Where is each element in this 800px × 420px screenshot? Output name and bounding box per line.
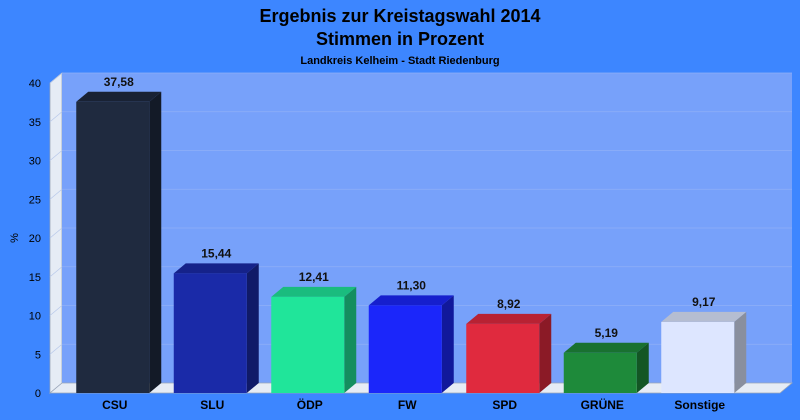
bar xyxy=(76,101,150,393)
grid-line-wall xyxy=(49,305,63,316)
bar-top xyxy=(368,295,454,306)
bar xyxy=(271,296,345,393)
y-tick-label: 20 xyxy=(29,233,41,245)
grid-line-wall xyxy=(49,111,63,123)
bar-value-label: 37,58 xyxy=(104,75,134,89)
x-tick-label: CSU xyxy=(102,398,127,412)
grid-line-wall xyxy=(49,72,63,84)
bar xyxy=(368,305,442,393)
x-tick-label: FW xyxy=(398,398,417,412)
x-tick-label: GRÜNE xyxy=(581,397,624,412)
grid-line-wall xyxy=(49,150,63,161)
bar xyxy=(661,321,735,393)
y-tick-label: 15 xyxy=(29,272,41,284)
bar-group: 12,41 ÖDP xyxy=(271,270,357,412)
y-tick-label: 35 xyxy=(29,117,41,129)
bar-group: 15,44 SLU xyxy=(173,246,259,412)
y-tick-label: 10 xyxy=(29,311,41,323)
bar-side xyxy=(441,295,454,393)
bar-value-label: 15,44 xyxy=(201,246,231,260)
bar-top xyxy=(661,311,747,322)
bar xyxy=(173,273,247,393)
bar-side xyxy=(636,342,649,393)
bar xyxy=(466,323,540,393)
bar-group: 11,30 FW xyxy=(368,278,454,412)
x-tick-label: SLU xyxy=(200,398,224,412)
y-tick-label: 0 xyxy=(35,388,41,400)
bar-value-label: 5,19 xyxy=(595,326,619,340)
chart-subtitle: Landkreis Kelheim - Stadt Riedenburg xyxy=(300,55,499,67)
bar-value-label: 8,92 xyxy=(497,297,521,311)
y-tick-label: 25 xyxy=(29,194,41,206)
y-tick-label: 5 xyxy=(35,349,41,361)
grid-line-wall xyxy=(49,227,63,239)
bar-group: 37,58 CSU xyxy=(76,75,162,412)
bar-top xyxy=(271,286,357,297)
bar-side xyxy=(344,286,357,393)
bar-group: 8,92 SPD xyxy=(466,297,552,412)
y-axis-label: % xyxy=(9,233,21,243)
x-tick-label: SPD xyxy=(492,398,517,412)
grid-line-wall xyxy=(49,266,63,278)
y-axis-ticks: 0 5 10 15 20 25 30 35 40 xyxy=(29,78,41,400)
bar-side xyxy=(149,91,162,393)
bar-value-label: 12,41 xyxy=(299,270,329,284)
bar-top xyxy=(563,342,649,353)
bar-group: 9,17 Sonstige xyxy=(661,295,747,412)
grid-line-wall xyxy=(49,343,63,355)
bar-side xyxy=(734,311,747,393)
x-tick-label: ÖDP xyxy=(297,397,323,412)
chart-title-line2: Stimmen in Prozent xyxy=(316,29,484,49)
x-tick-label: Sonstige xyxy=(674,398,725,412)
bar-value-label: 9,17 xyxy=(692,295,716,309)
y-tick-label: 30 xyxy=(29,156,41,168)
bar-value-label: 11,30 xyxy=(397,278,427,292)
bar-side xyxy=(246,263,259,393)
bar xyxy=(563,352,637,393)
bar-top xyxy=(76,91,162,102)
bar-top xyxy=(173,263,259,274)
bars: 37,58 CSU 15,44 SLU 12,41 ÖDP 11,30 FW 8,92 SPD 5,… xyxy=(76,75,747,412)
bar-top xyxy=(466,313,552,324)
bar-group: 5,19 GRÜNE xyxy=(563,326,649,412)
grid-line-wall xyxy=(49,188,63,200)
y-tick-label: 40 xyxy=(29,78,41,90)
bar-side xyxy=(539,313,552,393)
chart-title: Ergebnis zur Kreistagswahl 2014 xyxy=(259,6,540,26)
